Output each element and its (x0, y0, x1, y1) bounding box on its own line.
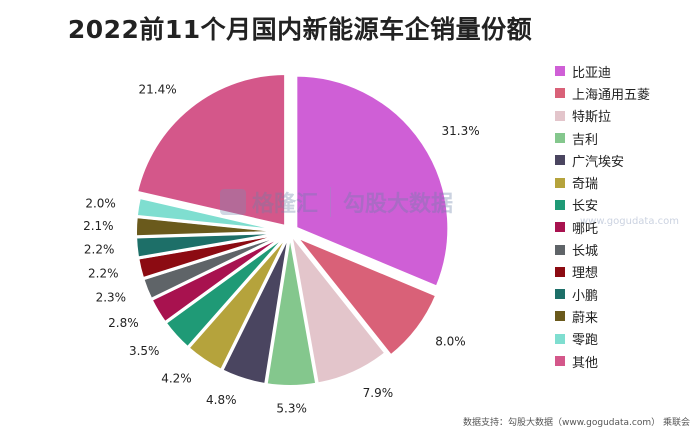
legend-item: 其他 (555, 350, 695, 372)
pie-slice-label: 8.0% (435, 335, 466, 349)
pie-slice-label: 2.8% (108, 316, 139, 330)
legend-label: 哪吒 (572, 221, 599, 237)
legend-swatch (555, 133, 565, 144)
legend-item: 零跑 (555, 328, 695, 350)
legend-item: 长安 (555, 194, 695, 216)
pie-slice (134, 195, 289, 234)
legend-swatch (555, 177, 565, 188)
legend-swatch (555, 266, 565, 277)
legend-label: 长安 (572, 199, 599, 215)
legend-label: 蔚来 (572, 310, 599, 326)
legend-label: 其他 (572, 355, 599, 371)
pie-slice-label: 3.5% (129, 344, 160, 358)
legend-swatch (555, 222, 565, 233)
legend-item: 哪吒 (555, 216, 695, 238)
legend-swatch (555, 356, 565, 366)
pie-slices (134, 72, 451, 388)
legend-label: 比亚迪 (572, 65, 612, 81)
legend-item: 小鹏 (555, 283, 695, 305)
pie-slice (294, 73, 451, 290)
legend-item: 特斯拉 (555, 105, 695, 127)
pie-slice-label: 5.3% (276, 401, 307, 415)
pie-labels: 31.3% 8.0% 7.9% 5.3% 4.8% 4.2%3.5% 2.8% 2.3% 2.2… (83, 83, 480, 416)
pie-slice-label: 7.9% (363, 386, 394, 400)
legend-swatch (555, 110, 565, 121)
pie-slice-label: 2.2% (88, 267, 119, 281)
chart-legend: 比亚迪上海通用五菱 特斯拉吉利广汽埃安奇瑞长安哪吒长城理想小鹏蔚来零跑其他 (555, 60, 695, 372)
legend-swatch (555, 333, 565, 344)
legend-item: 吉利 (555, 127, 695, 149)
legend-label: 奇瑞 (572, 177, 599, 193)
pie-slice-label: 4.2% (161, 372, 192, 386)
legend-swatch (555, 199, 565, 210)
legend-label: 广汽埃安 (572, 154, 625, 170)
legend-swatch (555, 289, 565, 300)
pie-slice-label: 2.2% (84, 243, 115, 257)
pie-slice-label: 2.0% (85, 196, 116, 210)
legend-swatch (555, 311, 565, 322)
legend-item: 长城 (555, 238, 695, 260)
legend-label: 小鹏 (572, 288, 599, 304)
legend-swatch (555, 244, 565, 255)
legend-swatch (555, 66, 565, 77)
legend-item: 理想 (555, 261, 695, 283)
pie-slice-label: 2.3% (96, 290, 127, 304)
legend-swatch (555, 88, 565, 99)
legend-label: 理想 (572, 266, 599, 282)
legend-label: 上海通用五菱 (572, 87, 651, 103)
data-source: 数据支持：勾股大数据（www.gogudata.com） 乘联会 (463, 418, 690, 428)
legend-label: 特斯拉 (572, 110, 612, 126)
legend-swatch (555, 155, 565, 166)
legend-item: 广汽埃安 (555, 149, 695, 171)
pie-slice-label: 21.4% (139, 83, 177, 97)
pie-slice-label: 4.8% (206, 393, 237, 407)
legend-label: 零跑 (572, 333, 599, 349)
legend-item: 比亚迪 (555, 60, 695, 82)
legend-item: 奇瑞 (555, 171, 695, 193)
pie-slice (294, 234, 439, 359)
chart-title: 2022前11个月国内新能源车企销量份额 (67, 15, 533, 44)
legend-item: 上海通用五菱 (555, 82, 695, 104)
legend-label: 长城 (572, 244, 599, 260)
legend-item: 蔚来 (555, 305, 695, 327)
pie-slice (134, 72, 288, 229)
legend-label: 吉利 (572, 132, 599, 148)
pie-slice-label: 2.1% (83, 219, 114, 233)
pie-slice-label: 31.3% (441, 124, 479, 138)
